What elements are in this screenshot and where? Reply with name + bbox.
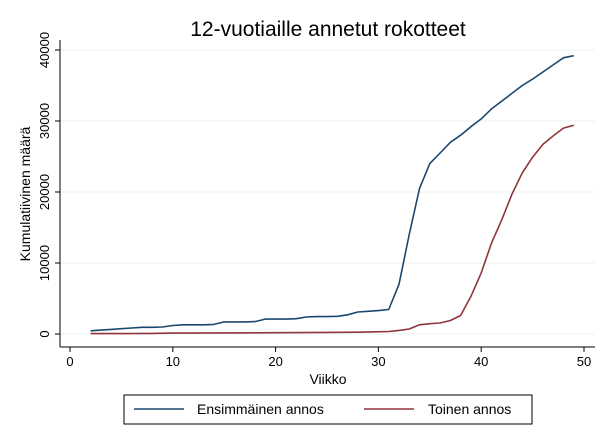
legend-label-toinen-annos: Toinen annos [428, 401, 511, 417]
y-tick-label: 20000 [37, 174, 52, 210]
x-tick-label: 30 [371, 354, 385, 369]
x-tick-label: 10 [166, 354, 180, 369]
y-tick-label: 10000 [37, 245, 52, 281]
x-tick-label: 0 [66, 354, 73, 369]
legend-box [123, 394, 533, 425]
chart-title: 12-vuotiaille annetut rokotteet [190, 18, 466, 41]
x-tick-label: 50 [577, 354, 591, 369]
series-lines [90, 54, 574, 335]
y-tick-label: 0 [37, 330, 52, 337]
y-tick-label: 40000 [37, 32, 52, 68]
series-line-toinen-annos [90, 124, 574, 335]
legend: Ensimmäinen annos Toinen annos [123, 394, 533, 425]
y-axis-label: Kumulatiivinen määrä [17, 126, 33, 261]
x-axis-label: Viikko [309, 371, 346, 387]
axes [59, 40, 595, 348]
gridlines [60, 49, 595, 335]
y-tick-label: 30000 [37, 103, 52, 139]
y-ticks: 0 10000 20000 30000 40000 [37, 32, 60, 338]
series-line-ensimmainen-annos [90, 54, 574, 332]
legend-label-ensimmainen-annos: Ensimmäinen annos [197, 401, 324, 417]
x-tick-label: 20 [268, 354, 282, 369]
x-ticks: 0 10 20 30 40 50 [66, 347, 591, 369]
x-tick-label: 40 [474, 354, 488, 369]
